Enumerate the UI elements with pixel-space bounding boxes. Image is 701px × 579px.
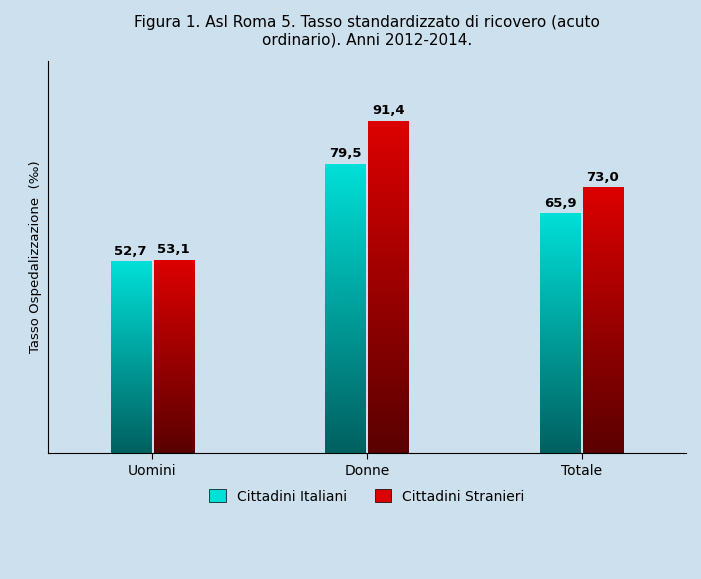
Text: 53,1: 53,1 (157, 243, 190, 256)
Legend: Cittadini Italiani, Cittadini Stranieri: Cittadini Italiani, Cittadini Stranieri (203, 483, 530, 509)
Text: 52,7: 52,7 (114, 244, 147, 258)
Text: 65,9: 65,9 (544, 197, 576, 210)
Y-axis label: Tasso Ospedalizzazione  (‰): Tasso Ospedalizzazione (‰) (29, 161, 42, 354)
Title: Figura 1. Asl Roma 5. Tasso standardizzato di ricovero (acuto
ordinario). Anni 2: Figura 1. Asl Roma 5. Tasso standardizza… (134, 15, 600, 47)
Text: 79,5: 79,5 (329, 147, 362, 160)
Text: 73,0: 73,0 (587, 171, 620, 184)
Text: 91,4: 91,4 (372, 104, 404, 117)
